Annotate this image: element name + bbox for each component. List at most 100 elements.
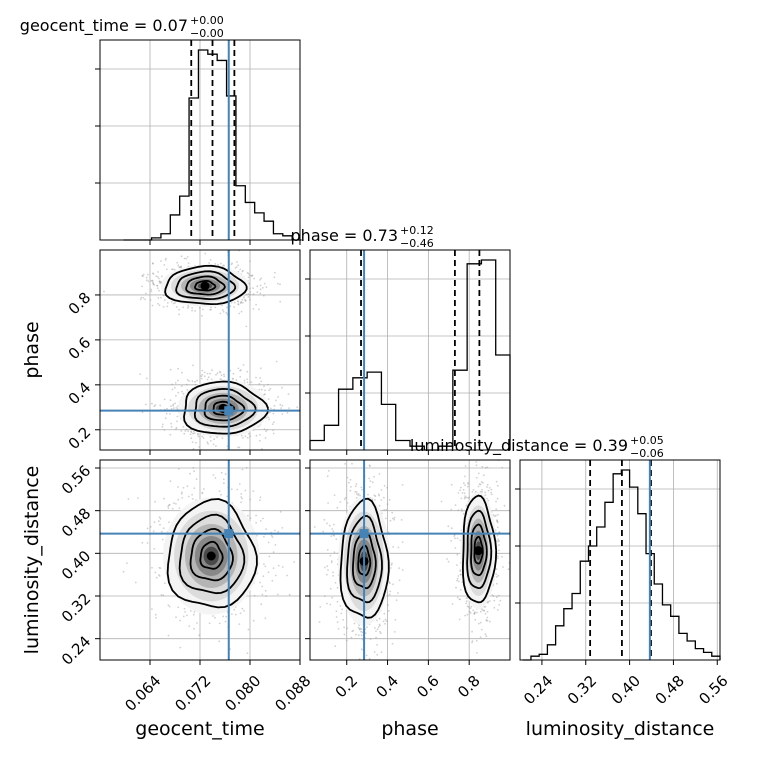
- sample-point: [330, 560, 333, 562]
- sample-point: [239, 268, 242, 271]
- sample-point: [165, 412, 168, 415]
- sample-point: [496, 526, 499, 529]
- sample-point: [140, 296, 143, 299]
- sample-point: [241, 497, 243, 500]
- sample-point: [237, 446, 239, 449]
- sample-point: [269, 387, 272, 390]
- sample-point: [378, 504, 381, 507]
- sample-point: [240, 301, 242, 303]
- sample-point: [281, 527, 284, 529]
- sample-point: [159, 404, 162, 407]
- sample-point: [172, 404, 175, 407]
- sample-point: [498, 540, 501, 542]
- sample-point: [180, 266, 183, 269]
- sample-point: [456, 596, 459, 599]
- sample-point: [479, 621, 482, 624]
- sample-point: [251, 274, 254, 277]
- sample-point: [479, 483, 482, 486]
- sample-point: [161, 530, 163, 533]
- sample-point: [139, 373, 142, 375]
- sample-point: [483, 609, 485, 612]
- sample-point: [342, 618, 344, 621]
- sample-point: [495, 576, 498, 578]
- sample-point: [244, 300, 247, 302]
- x-tick-label: 0.080: [221, 672, 264, 715]
- sample-point: [373, 475, 375, 478]
- sample-point: [251, 275, 253, 277]
- sample-point: [496, 484, 499, 487]
- sample-point: [233, 306, 236, 308]
- sample-point: [495, 514, 497, 517]
- sample-point: [215, 445, 217, 447]
- sample-point: [260, 388, 263, 391]
- sample-point: [279, 510, 282, 513]
- sample-point: [250, 381, 253, 383]
- sample-point: [122, 570, 125, 573]
- y-tick-label: 0.48: [58, 504, 94, 540]
- title-plus: +0.05: [630, 434, 664, 447]
- sample-point: [207, 442, 209, 445]
- sample-point: [450, 483, 453, 486]
- sample-point: [234, 267, 237, 269]
- sample-point: [274, 574, 277, 577]
- sample-point: [366, 626, 368, 629]
- sample-point: [221, 309, 224, 311]
- sample-point: [485, 635, 488, 638]
- sample-point: [255, 514, 257, 517]
- sample-point: [335, 616, 338, 618]
- sample-point: [468, 610, 471, 613]
- sample-point: [253, 594, 256, 597]
- sample-point: [215, 373, 217, 376]
- sample-point: [186, 614, 188, 617]
- sample-point: [178, 313, 181, 316]
- sample-point: [493, 515, 496, 518]
- sample-point: [476, 652, 478, 654]
- sample-point: [198, 634, 201, 637]
- sample-point: [249, 287, 251, 290]
- sample-point: [397, 546, 400, 549]
- sample-point: [357, 493, 360, 495]
- sample-point: [346, 476, 349, 479]
- sample-point: [388, 498, 391, 501]
- sample-point: [475, 461, 478, 463]
- sample-point: [158, 277, 160, 280]
- mode-marker: [206, 551, 216, 561]
- sample-point: [185, 257, 188, 260]
- sample-point: [217, 263, 220, 266]
- sample-point: [197, 432, 199, 435]
- sample-point: [198, 446, 201, 448]
- sample-point: [171, 507, 174, 510]
- sample-point: [360, 634, 363, 637]
- sample-point: [175, 426, 178, 429]
- title-main: phase = 0.73: [291, 226, 398, 245]
- sample-point: [481, 491, 483, 493]
- sample-point: [481, 465, 484, 468]
- sample-point: [180, 385, 183, 387]
- sample-point: [184, 430, 187, 432]
- sample-point: [484, 491, 487, 494]
- sample-point: [474, 618, 477, 621]
- sample-point: [163, 264, 166, 266]
- sample-point: [335, 610, 338, 613]
- sample-point: [153, 521, 156, 524]
- y-tick-label: 0.2: [65, 423, 95, 453]
- sample-point: [163, 299, 166, 301]
- sample-point: [355, 483, 358, 485]
- sample-point: [323, 595, 326, 598]
- sample-point: [177, 367, 180, 370]
- sample-point: [463, 497, 466, 500]
- sample-point: [207, 376, 210, 379]
- sample-point: [475, 639, 478, 642]
- sample-point: [496, 497, 499, 500]
- sample-point: [247, 514, 249, 517]
- sample-point: [183, 257, 186, 260]
- sample-point: [211, 369, 213, 372]
- sample-point: [240, 501, 243, 504]
- sample-point: [242, 437, 244, 439]
- sample-point: [496, 521, 499, 524]
- sample-point: [389, 590, 392, 593]
- sample-point: [193, 470, 196, 473]
- sample-point: [159, 523, 161, 526]
- sample-point: [382, 620, 385, 623]
